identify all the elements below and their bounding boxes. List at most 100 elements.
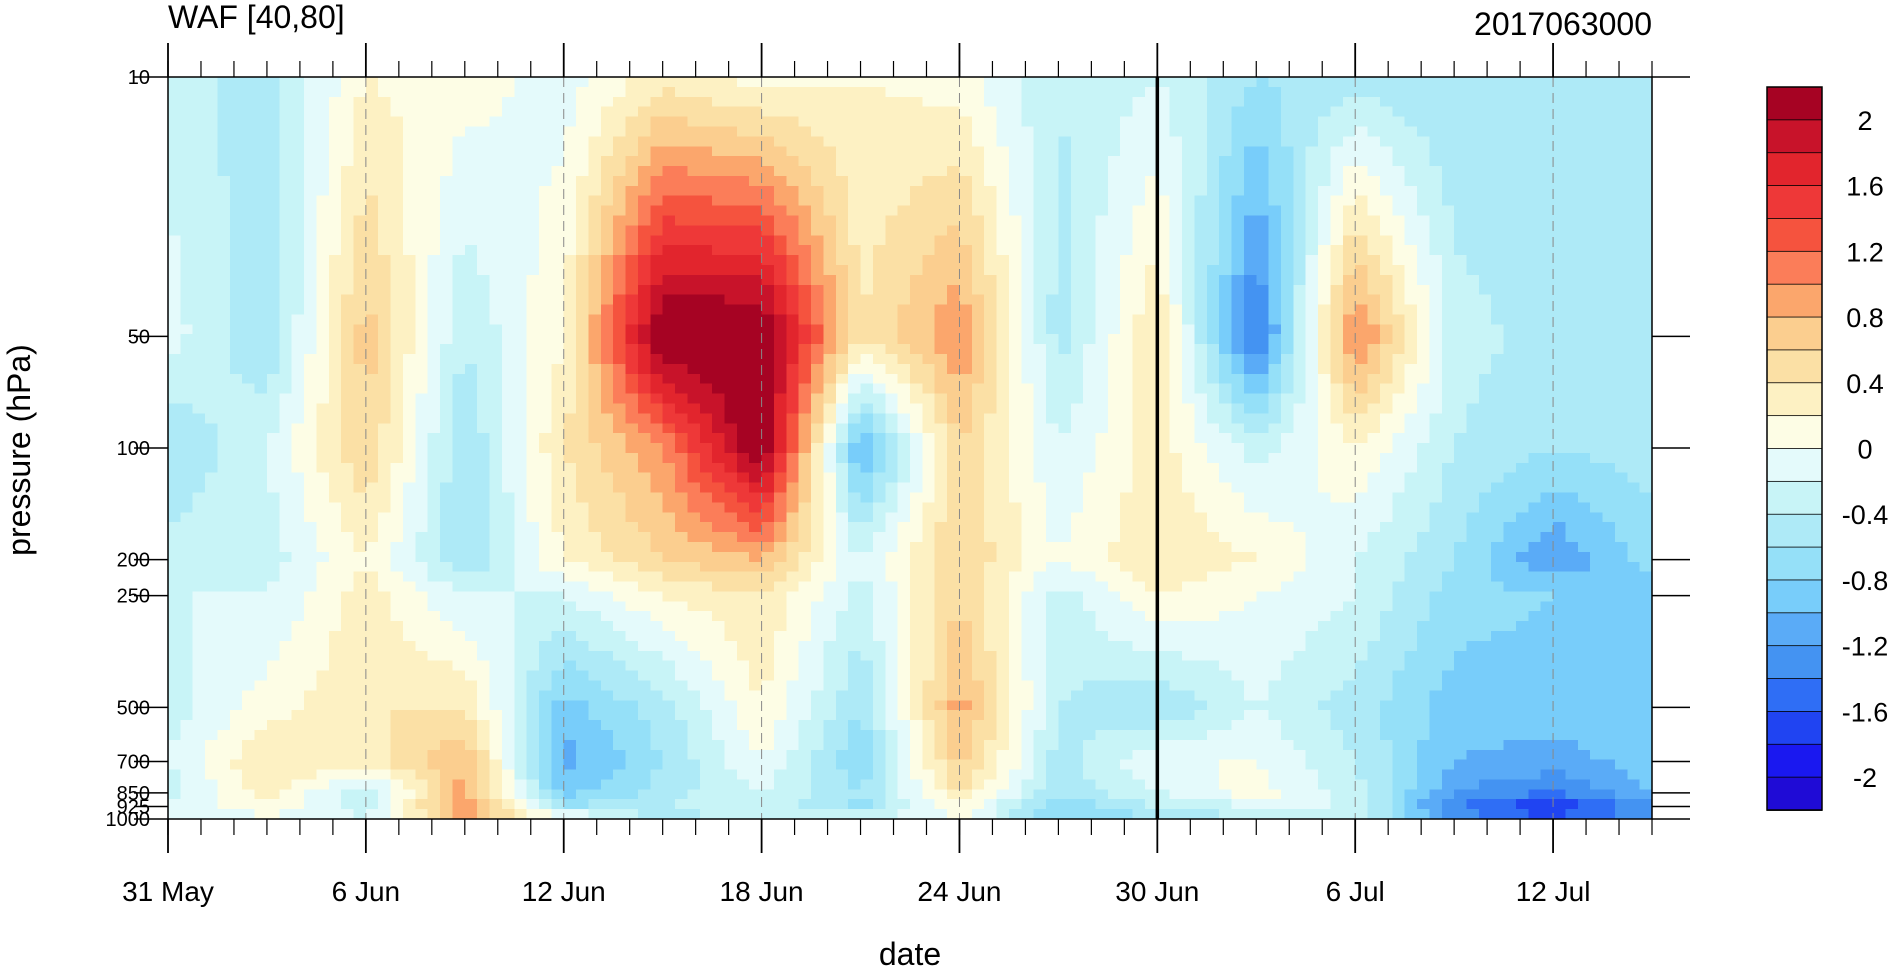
heatmap-cell (1169, 314, 1183, 325)
heatmap-cell (835, 225, 849, 236)
heatmap-cell (1219, 116, 1233, 128)
heatmap-cell (835, 294, 849, 306)
heatmap-cell (1169, 175, 1183, 187)
heatmap-cell (1070, 452, 1084, 464)
heatmap-cell (897, 344, 911, 355)
heatmap-cell (1355, 175, 1369, 187)
heatmap-cell (910, 462, 923, 474)
heatmap-cell (897, 215, 911, 226)
heatmap-cell (823, 472, 837, 484)
heatmap-cell (1429, 175, 1443, 187)
heatmap-cell (724, 354, 738, 365)
heatmap-cell (205, 413, 219, 424)
heatmap-cell (1144, 462, 1158, 474)
heatmap-cell (402, 462, 416, 474)
heatmap-cell (1355, 146, 1369, 157)
heatmap-cell (501, 284, 515, 296)
heatmap-cell (365, 175, 379, 187)
heatmap-cell (304, 195, 317, 207)
heatmap-cell (1417, 166, 1430, 177)
heatmap-cell (885, 452, 899, 464)
heatmap-cell (1404, 284, 1418, 296)
heatmap-cell (402, 403, 416, 414)
heatmap-cell (1441, 274, 1455, 286)
heatmap-cell (897, 245, 911, 256)
heatmap-cell (1355, 126, 1369, 137)
heatmap-cell (1256, 284, 1270, 296)
heatmap-cell (860, 373, 874, 385)
heatmap-cell (613, 255, 627, 266)
heatmap-cell (761, 106, 775, 118)
heatmap-cell (1305, 472, 1319, 484)
heatmap-cell (1107, 472, 1121, 484)
heatmap-cell (1540, 354, 1554, 365)
heatmap-cell (637, 116, 651, 128)
heatmap-cell (749, 156, 763, 167)
heatmap-cell (625, 195, 639, 207)
heatmap-cell (1392, 225, 1406, 236)
heatmap-cell (1392, 284, 1406, 296)
heatmap-cell (1033, 86, 1047, 98)
heatmap-cell (897, 413, 911, 424)
heatmap-cell (947, 225, 961, 236)
heatmap-cell (1528, 324, 1542, 335)
heatmap-cell (1070, 423, 1084, 434)
heatmap-cell (1614, 334, 1628, 345)
heatmap-cell (872, 413, 886, 424)
heatmap-cell (1219, 96, 1233, 108)
heatmap-cell (613, 443, 627, 454)
heatmap-cell (637, 245, 651, 256)
heatmap-cell (823, 462, 837, 474)
heatmap-cell (192, 225, 206, 236)
heatmap-cell (1466, 146, 1480, 157)
heatmap-cell (180, 443, 194, 454)
heatmap-cell (304, 433, 317, 444)
heatmap-cell (1219, 225, 1233, 236)
heatmap-cell (328, 304, 342, 316)
heatmap-cell (1219, 274, 1233, 286)
heatmap-cell (304, 423, 317, 434)
heatmap-cell (452, 284, 466, 296)
heatmap-cell (1132, 383, 1146, 395)
heatmap-cell (712, 284, 726, 296)
heatmap-cell (1614, 225, 1628, 236)
heatmap-cell (1281, 205, 1294, 217)
heatmap-cell (1466, 106, 1480, 118)
heatmap-cell (835, 156, 849, 167)
heatmap-cell (984, 255, 998, 266)
heatmap-cell (1293, 96, 1307, 108)
heatmap-cell (316, 472, 330, 484)
heatmap-cell (205, 126, 219, 137)
heatmap-cell (885, 423, 899, 434)
heatmap-cell (180, 225, 194, 236)
heatmap-cell (1008, 294, 1022, 306)
heatmap-cell (823, 166, 837, 177)
heatmap-cell (1095, 205, 1109, 217)
heatmap-cell (328, 205, 342, 217)
heatmap-cell (304, 126, 317, 137)
heatmap-cell (341, 363, 355, 375)
heatmap-cell (341, 166, 355, 177)
heatmap-cell (551, 482, 565, 494)
heatmap-cell (650, 284, 664, 296)
heatmap-cell (1305, 403, 1319, 414)
heatmap-cell (1095, 423, 1109, 434)
heatmap-cell (1008, 324, 1022, 335)
heatmap-cell (613, 482, 627, 494)
heatmap-cell (328, 116, 342, 128)
heatmap-cell (1305, 126, 1319, 137)
heatmap-cell (526, 255, 540, 266)
heatmap-cell (1404, 96, 1418, 108)
heatmap-cell (180, 96, 194, 108)
heatmap-cell (341, 106, 355, 118)
heatmap-cell (328, 354, 342, 365)
heatmap-cell (1565, 294, 1579, 306)
heatmap-cell (353, 324, 367, 335)
heatmap-cell (1330, 334, 1344, 345)
heatmap-cell (1318, 413, 1332, 424)
heatmap-cell (897, 284, 911, 296)
heatmap-cell (1355, 324, 1369, 335)
heatmap-cell (1107, 77, 1121, 88)
heatmap-cell (402, 175, 416, 187)
heatmap-cell (650, 175, 664, 187)
